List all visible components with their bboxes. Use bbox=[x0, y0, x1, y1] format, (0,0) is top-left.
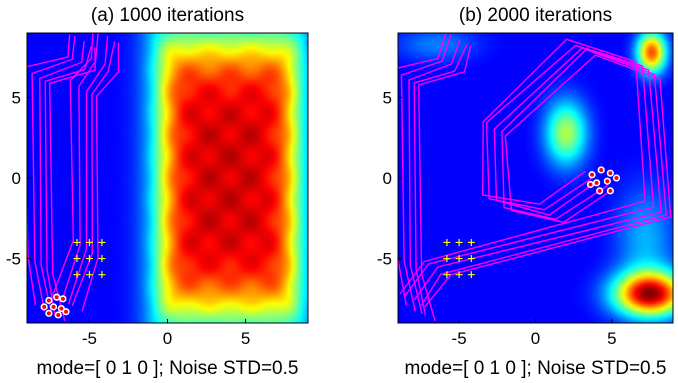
target-marker bbox=[98, 271, 106, 279]
target-marker bbox=[73, 238, 81, 246]
y-tick-label: 0 bbox=[383, 169, 392, 188]
trajectory-line bbox=[39, 40, 85, 314]
target-marker bbox=[98, 255, 106, 263]
trajectory-line bbox=[420, 49, 667, 306]
target-marker bbox=[85, 255, 93, 263]
plot-area-a bbox=[27, 33, 120, 322]
y-tick-label: -5 bbox=[377, 250, 392, 269]
agent-marker bbox=[606, 187, 614, 195]
x-tick-label: 5 bbox=[607, 329, 616, 348]
agent-marker bbox=[586, 180, 595, 189]
agents-b bbox=[586, 166, 621, 195]
axes-frame bbox=[26, 32, 309, 324]
trajectory-line bbox=[413, 44, 468, 316]
agent-marker bbox=[612, 174, 621, 182]
agent-marker bbox=[45, 296, 53, 305]
trajectory-line bbox=[31, 36, 76, 312]
agent-marker bbox=[57, 304, 65, 313]
trajectory-line bbox=[408, 39, 461, 314]
heatmap-b bbox=[398, 33, 673, 323]
trajectory-bundle-b-2 bbox=[399, 38, 672, 308]
agent-marker bbox=[62, 308, 70, 316]
x-tick-label: 0 bbox=[163, 329, 172, 348]
agent-marker bbox=[603, 177, 611, 185]
target-marker bbox=[73, 271, 81, 279]
target-marker bbox=[73, 255, 81, 263]
x-axis-label: mode=[ 0 1 0 ]; Noise STD=0.5 bbox=[37, 358, 299, 379]
trajectory-line bbox=[52, 33, 94, 296]
agents-a bbox=[40, 293, 70, 319]
x-tick-label: -5 bbox=[452, 329, 467, 348]
trajectory-line bbox=[61, 33, 99, 302]
trajectory-line bbox=[400, 34, 452, 312]
target-marker bbox=[467, 238, 475, 246]
y-tick-label: 5 bbox=[12, 88, 21, 107]
agent-marker bbox=[593, 179, 601, 187]
y-tick-label: 0 bbox=[12, 169, 21, 188]
target-marker bbox=[467, 271, 475, 279]
target-marker bbox=[443, 238, 451, 246]
chart-title: (a) 1000 iterations bbox=[91, 5, 244, 26]
panel-b: -5 0 5 -5 0 5 (b) 2000 iterations mode=[ 0 1 0 … bbox=[377, 5, 674, 379]
trajectory-bundle-a-1 bbox=[27, 34, 96, 322]
trajectory-bundle-b-1 bbox=[398, 33, 472, 322]
target-marker bbox=[467, 255, 475, 263]
agent-marker bbox=[40, 303, 48, 311]
target-marker bbox=[85, 271, 93, 279]
trajectory-line bbox=[424, 54, 672, 308]
agent-marker bbox=[45, 309, 53, 317]
x-tick-label: -5 bbox=[82, 329, 97, 348]
target-marker bbox=[443, 271, 451, 279]
target-marker bbox=[455, 238, 463, 246]
agent-marker bbox=[596, 187, 604, 195]
trajectory-line bbox=[27, 34, 71, 306]
agent-marker bbox=[49, 303, 58, 311]
panel-a: -5 0 5 -5 0 5 (a) 1000 iterations mode=[ 0 1 0 … bbox=[6, 5, 309, 379]
x-axis-label: mode=[ 0 1 0 ]; Noise STD=0.5 bbox=[405, 358, 667, 379]
target-marker bbox=[85, 238, 93, 246]
agent-marker bbox=[53, 293, 61, 301]
target-marker bbox=[455, 271, 463, 279]
trajectory-line bbox=[71, 41, 116, 307]
trajectory-line bbox=[81, 42, 120, 312]
agent-marker bbox=[606, 169, 614, 177]
agent-marker bbox=[588, 171, 596, 179]
x-tick-label: 0 bbox=[531, 329, 540, 348]
targets-a bbox=[73, 238, 106, 279]
y-tick-label: -5 bbox=[6, 250, 21, 269]
trajectory-line bbox=[399, 38, 646, 295]
trajectory-line bbox=[413, 47, 662, 301]
targets-b bbox=[443, 238, 475, 279]
trajectory-line bbox=[398, 33, 447, 306]
trajectory-line bbox=[44, 46, 92, 316]
agent-marker bbox=[54, 311, 62, 319]
trajectory-line bbox=[404, 44, 655, 296]
x-tick-label: 5 bbox=[241, 329, 250, 348]
plot-area-b bbox=[398, 33, 672, 322]
axes-frame bbox=[397, 32, 674, 324]
trajectory-line bbox=[418, 45, 472, 322]
agent-marker bbox=[597, 166, 605, 174]
target-marker bbox=[443, 255, 451, 263]
agent-marker bbox=[59, 295, 67, 303]
trajectory-line bbox=[67, 36, 109, 305]
y-tick-label: 5 bbox=[383, 88, 392, 107]
target-marker bbox=[98, 238, 106, 246]
trajectory-bundle-a-2 bbox=[52, 33, 120, 312]
target-marker bbox=[455, 255, 463, 263]
chart-title: (b) 2000 iterations bbox=[459, 5, 612, 26]
